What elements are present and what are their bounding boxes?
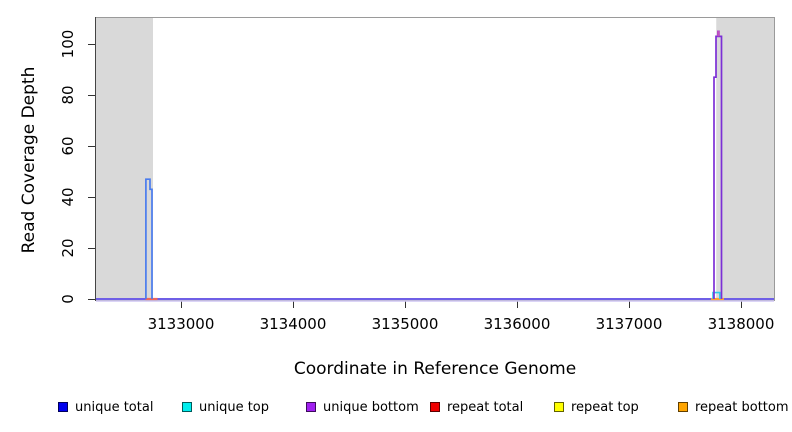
y-tick-label: 100	[59, 29, 77, 59]
legend-swatch-icon	[678, 402, 688, 412]
series-right-peak-tip-highlight	[717, 30, 720, 37]
series-unique-top-small-bump-	[712, 291, 721, 299]
legend-item-unique-total: unique total	[58, 399, 153, 415]
legend-label: unique top	[199, 399, 270, 415]
legend-item-repeat-total: repeat total	[430, 399, 523, 415]
x-axis-title: Coordinate in Reference Genome	[293, 359, 577, 379]
x-tick-label: 3133000	[147, 315, 215, 333]
y-tick-label: 40	[59, 187, 77, 207]
legend-label: repeat top	[571, 399, 639, 415]
x-tick-label: 3135000	[371, 315, 439, 333]
legend-swatch-icon	[58, 402, 68, 412]
legend-label: repeat bottom	[695, 399, 789, 415]
legend-item-unique-bottom: unique bottom	[306, 399, 419, 415]
y-tick-label: 60	[59, 136, 77, 156]
legend-swatch-icon	[430, 402, 440, 412]
legend-label: unique bottom	[323, 399, 419, 415]
masked-region-left	[95, 18, 153, 300]
legend-item-repeat-top: repeat top	[554, 399, 639, 415]
series-unique-total-left-peak-	[145, 178, 153, 299]
legend-swatch-icon	[306, 402, 316, 412]
y-tick-label: 0	[59, 294, 77, 304]
legend-item-unique-top: unique top	[182, 399, 269, 415]
legend-label: repeat total	[447, 399, 524, 415]
x-tick-label: 3138000	[707, 315, 775, 333]
masked-region-right	[716, 18, 775, 300]
x-tick-label: 3137000	[595, 315, 663, 333]
legend-swatch-icon	[182, 402, 192, 412]
x-tick-label: 3136000	[483, 315, 551, 333]
legend-swatch-icon	[554, 402, 564, 412]
y-tick-label: 20	[59, 238, 77, 258]
y-tick-label: 80	[59, 85, 77, 105]
legend-item-repeat-bottom: repeat bottom	[678, 399, 789, 415]
x-tick-label: 3134000	[259, 315, 327, 333]
y-axis-title: Read Coverage Depth	[19, 66, 39, 254]
plot-border	[95, 17, 775, 301]
legend-label: unique total	[75, 399, 154, 415]
